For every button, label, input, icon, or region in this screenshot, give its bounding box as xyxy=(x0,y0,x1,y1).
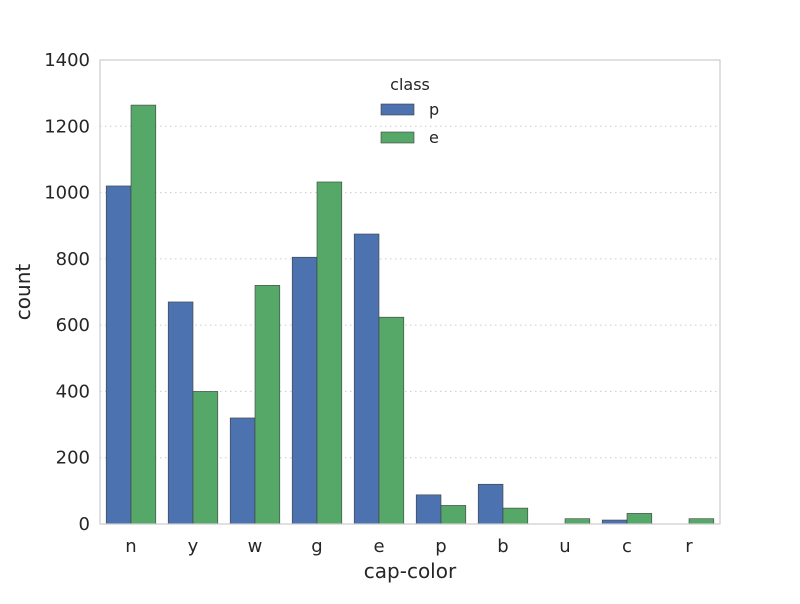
x-tick-label: g xyxy=(311,536,322,557)
bar-p-n xyxy=(105,185,132,525)
x-tick-label: u xyxy=(559,536,570,557)
bar-e-w xyxy=(254,285,281,525)
bar-p-w xyxy=(229,417,256,525)
bar-e-y xyxy=(192,391,219,525)
x-tick-label: e xyxy=(373,536,384,557)
x-tick-label: r xyxy=(685,536,693,557)
bar-p-e xyxy=(353,233,380,525)
x-tick-label: w xyxy=(248,536,263,557)
bar-e-r xyxy=(688,518,715,525)
legend-label-e: e xyxy=(429,128,439,147)
y-tick-label: 1200 xyxy=(44,116,90,137)
bar-p-p xyxy=(415,494,442,525)
bar-p-y xyxy=(167,301,194,525)
x-axis-label: cap-color xyxy=(364,559,457,583)
x-tick-label: b xyxy=(497,536,508,557)
bar-e-c xyxy=(626,513,653,525)
legend-swatch-e xyxy=(380,131,415,144)
y-tick-label: 1400 xyxy=(44,50,90,71)
y-tick-label: 200 xyxy=(56,448,90,469)
y-tick-label: 0 xyxy=(79,514,90,535)
legend-title: class xyxy=(390,75,430,94)
bar-e-n xyxy=(130,104,157,525)
x-tick-label: n xyxy=(125,536,136,557)
y-axis-label: count xyxy=(11,264,35,321)
plot-frame xyxy=(99,59,721,525)
legend: class pe xyxy=(380,75,439,147)
bar-p-g xyxy=(291,256,318,525)
bar-p-b xyxy=(477,483,504,525)
gridlines xyxy=(100,125,720,459)
x-tick-label: p xyxy=(435,536,446,557)
bars xyxy=(105,104,715,525)
y-tick-labels: 0 200 400 600 800 1000 1200 1400 xyxy=(44,50,90,535)
legend-swatch-p xyxy=(380,103,415,116)
bar-e-e xyxy=(378,316,405,525)
bar-e-g xyxy=(316,181,343,525)
bar-e-p xyxy=(440,505,467,525)
bar-e-u xyxy=(564,518,591,525)
bar-e-b xyxy=(502,507,529,525)
y-tick-label: 600 xyxy=(56,315,90,336)
y-tick-label: 1000 xyxy=(44,183,90,204)
y-tick-label: 400 xyxy=(56,381,90,402)
x-tick-label: c xyxy=(622,536,632,557)
legend-items: pe xyxy=(380,100,439,147)
legend-label-p: p xyxy=(429,100,439,119)
y-tick-label: 800 xyxy=(56,249,90,270)
x-tick-label: y xyxy=(188,536,199,557)
